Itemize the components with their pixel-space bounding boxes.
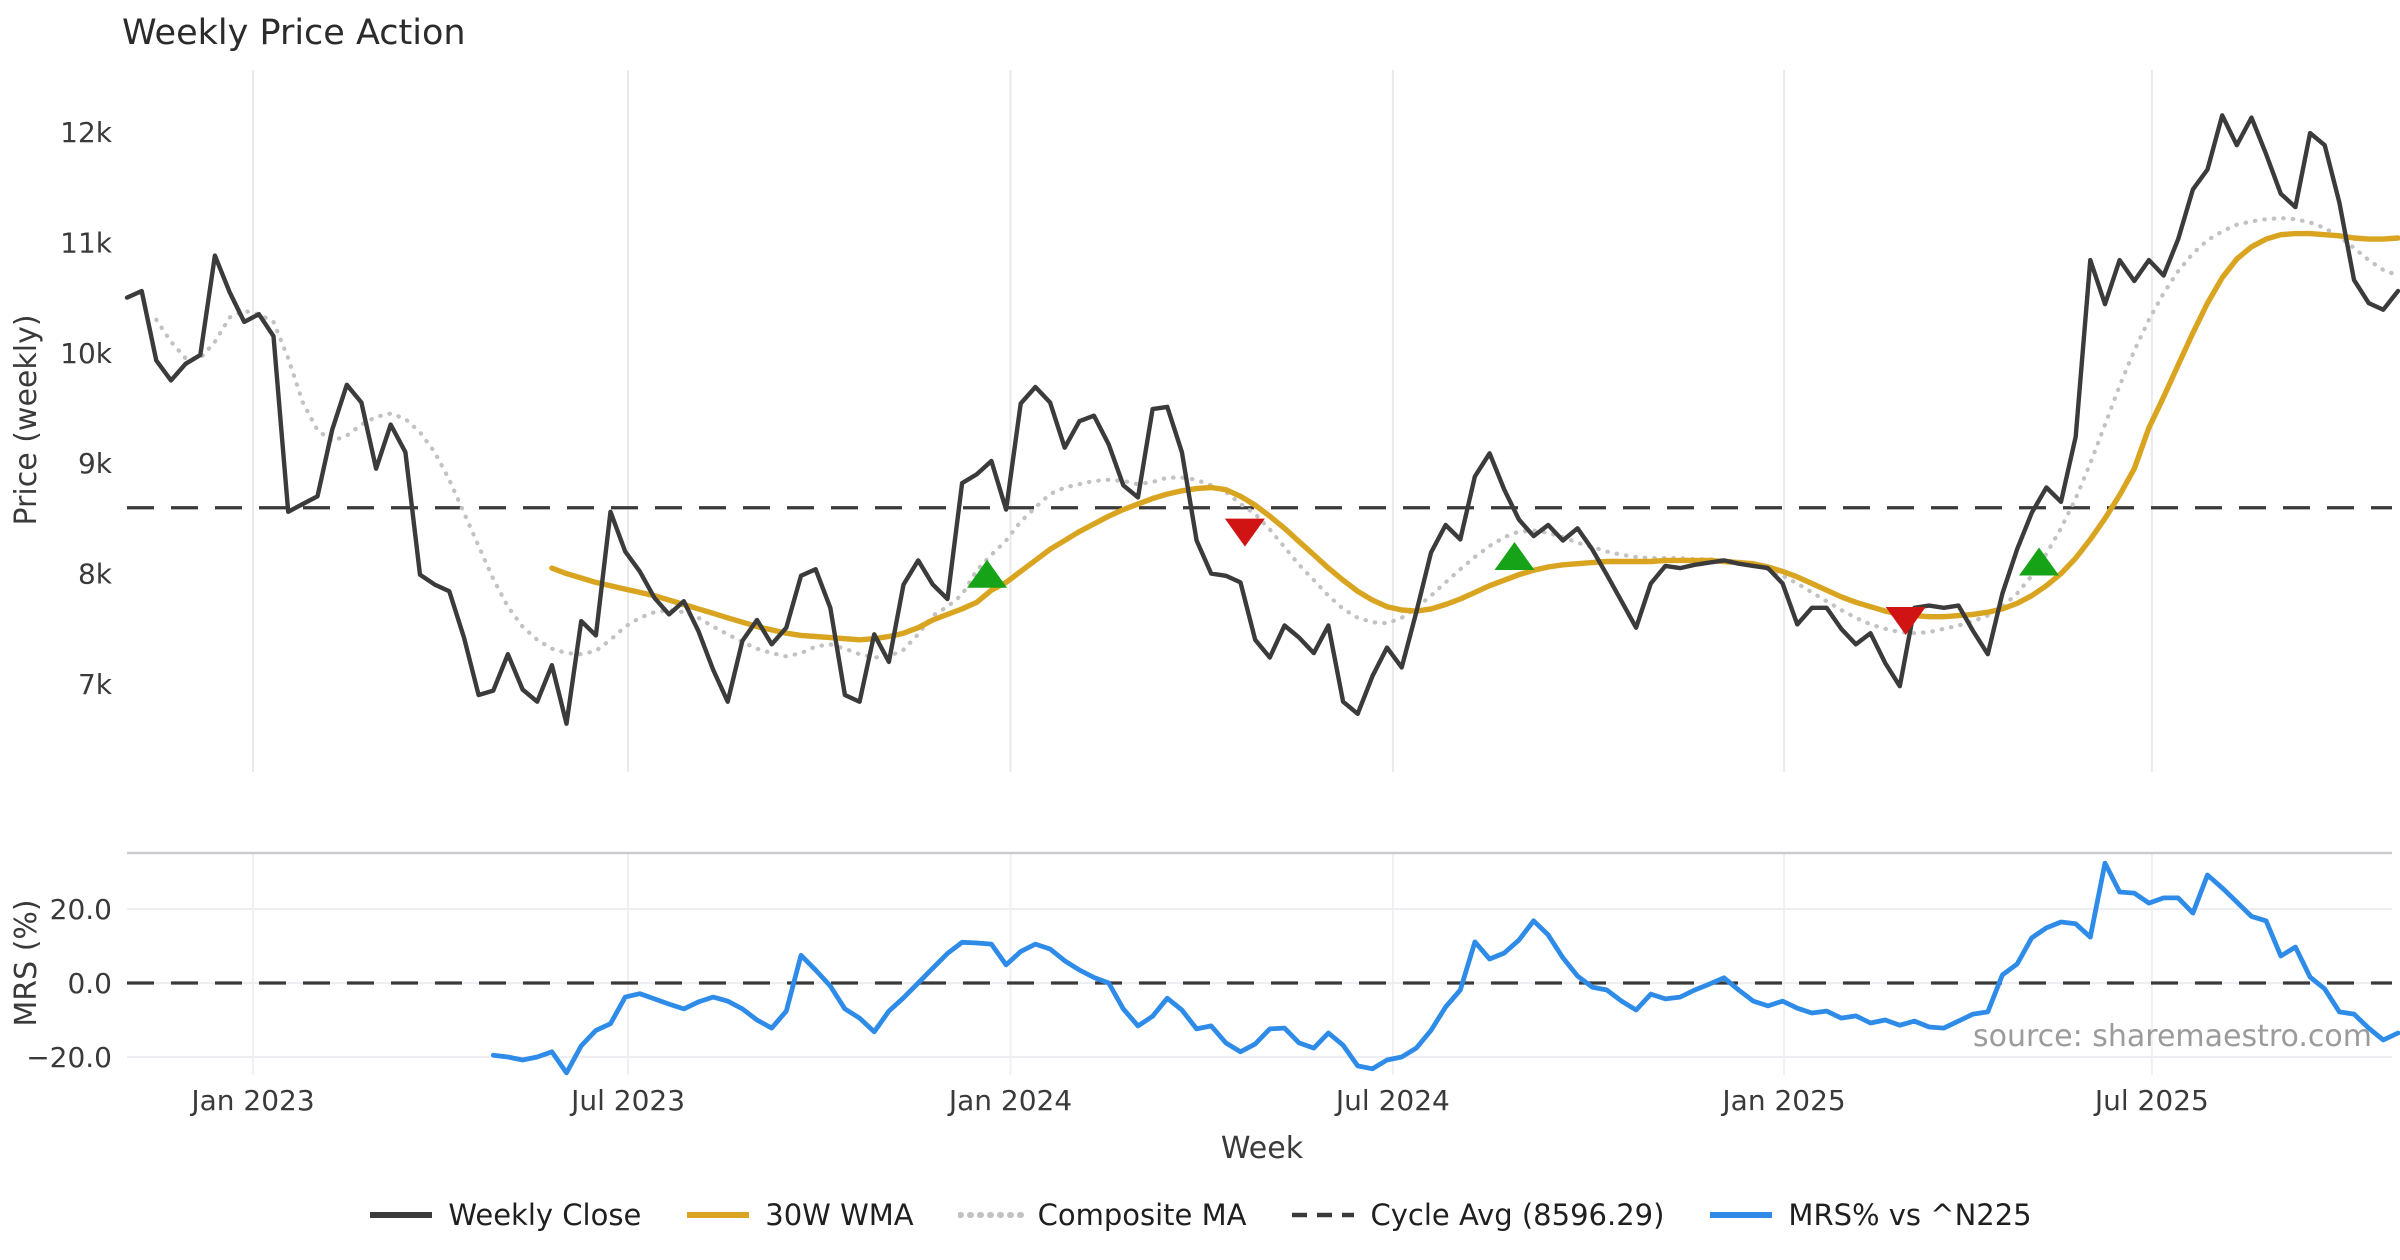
price-axis-label: Price (weekly): [9, 314, 44, 525]
chart-title: Weekly Price Action: [122, 13, 466, 53]
legend-swatch: [1292, 1212, 1355, 1218]
reference-lines: [127, 506, 2392, 985]
legend-item-30w-wma[interactable]: 30W WMA: [685, 1198, 914, 1232]
mrs-axis-label: MRS (%): [9, 899, 44, 1026]
sell-signal-marker: [1224, 518, 1265, 547]
signal-markers: [967, 518, 2060, 635]
x-tick-label: Jan 2025: [1720, 1084, 1845, 1117]
legend-item-weekly-close[interactable]: Weekly Close: [368, 1198, 641, 1232]
legend-label: MRS% vs ^N225: [1788, 1198, 2032, 1232]
legend-item-cycle-avg-8596-29[interactable]: Cycle Avg (8596.29): [1290, 1198, 1664, 1232]
price-y-tick: 12k: [60, 116, 113, 149]
series-layer: [124, 113, 2400, 1076]
price-y-tick: 8k: [78, 558, 113, 591]
legend-swatch: [370, 1212, 433, 1218]
x-tick-label: Jan 2024: [947, 1084, 1072, 1117]
composite-ma-line: [154, 215, 2400, 660]
legend-item-composite-ma[interactable]: Composite MA: [957, 1198, 1247, 1232]
sell-signal-marker: [1885, 606, 1926, 635]
price-y-tick: 7k: [78, 668, 113, 701]
wma-line: [549, 230, 2400, 643]
legend-label: 30W WMA: [765, 1198, 914, 1232]
mrs-y-tick: 0.0: [67, 967, 112, 1000]
buy-signal-marker: [967, 559, 1008, 588]
mrs-line: [490, 860, 2400, 1076]
legend-swatch: [687, 1212, 750, 1218]
legend-label: Weekly Close: [448, 1198, 642, 1232]
legend-label: Cycle Avg (8596.29): [1370, 1198, 1665, 1232]
x-axis-label: Week: [1221, 1131, 1304, 1166]
mrs-y-tick: 20.0: [50, 893, 112, 926]
buy-signal-marker: [2019, 547, 2060, 576]
price-y-tick: 10k: [60, 337, 113, 370]
price-y-tick: 9k: [78, 447, 113, 480]
x-tick-label: Jul 2024: [1334, 1084, 1450, 1117]
legend-label: Composite MA: [1037, 1198, 1247, 1232]
x-tick-label: Jan 2023: [189, 1084, 314, 1117]
grid-layer: [127, 70, 2392, 1075]
x-tick-label: Jul 2023: [569, 1084, 685, 1117]
legend: Weekly Close 30W WMA Composite MA Cycle Avg…: [0, 1198, 2400, 1232]
legend-item-mrs-vs-n225[interactable]: MRS% vs ^N225: [1708, 1198, 2032, 1232]
legend-swatch: [957, 1212, 1024, 1218]
tick-labels: Jan 2023 Jul 2023 Jan 2024 Jul 2024 Jan 2025…: [26, 116, 2209, 1117]
weekly-close-line: [124, 113, 2400, 726]
price-y-tick: 11k: [60, 226, 113, 259]
legend-swatch: [1710, 1212, 1773, 1218]
source-credit: source: sharemaestro.com: [1973, 1019, 2372, 1054]
x-tick-label: Jul 2025: [2093, 1084, 2209, 1117]
mrs-y-tick: −20.0: [26, 1041, 112, 1074]
buy-signal-marker: [1494, 542, 1535, 571]
